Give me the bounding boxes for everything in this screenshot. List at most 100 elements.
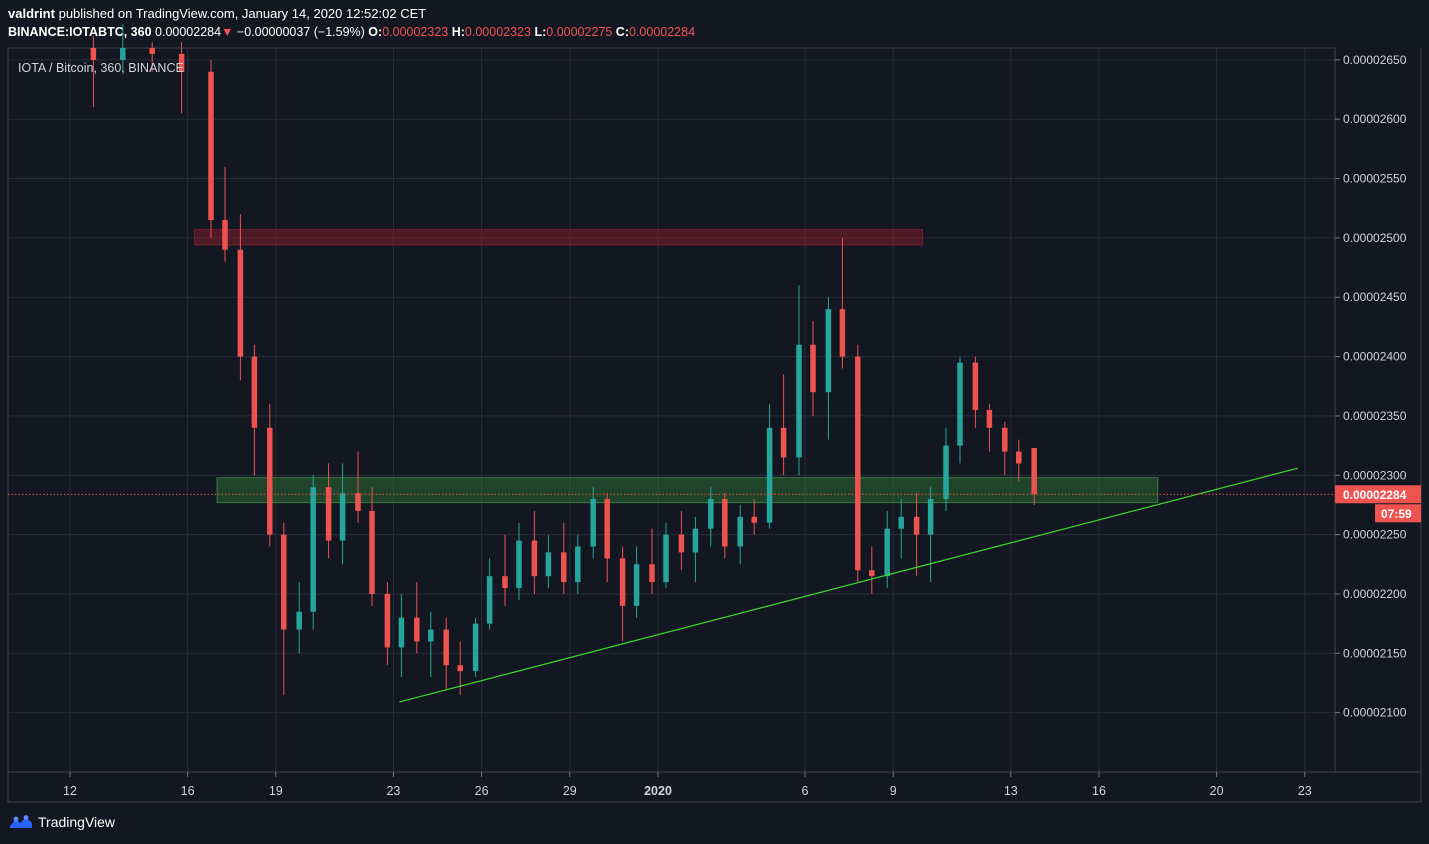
- candle-body: [90, 48, 97, 60]
- candle-body: [339, 493, 346, 541]
- up-candle: [737, 504, 743, 565]
- up-candle: [796, 285, 802, 476]
- up-candle: [943, 427, 949, 511]
- up-candle: [120, 24, 126, 72]
- candle-body: [898, 516, 904, 529]
- up-candle: [590, 487, 596, 559]
- candle-body: [737, 516, 743, 547]
- y-tick-label: 0.00002350: [1343, 409, 1407, 423]
- candle-body: [780, 427, 787, 458]
- candle-body: [545, 552, 552, 577]
- candle-body: [855, 356, 861, 571]
- x-tick-label: 12: [63, 784, 77, 798]
- close-value: 0.00002284: [629, 25, 696, 39]
- x-tick-label: 13: [1004, 784, 1018, 798]
- down-candle: [251, 344, 258, 476]
- chart-title: IOTA / Bitcoin, 360, BINANCE: [18, 61, 184, 75]
- up-candle: [428, 611, 434, 678]
- up-candle: [663, 522, 669, 589]
- candle-body: [384, 593, 391, 648]
- candle-body: [457, 665, 463, 672]
- x-tick-label: 16: [1092, 784, 1106, 798]
- y-tick-label: 0.00002400: [1343, 350, 1407, 364]
- up-candle: [884, 510, 890, 589]
- down-candle: [869, 546, 875, 594]
- candle-body: [869, 570, 875, 577]
- candle-body: [796, 344, 802, 458]
- candle-body: [884, 528, 890, 577]
- candle-body: [751, 516, 757, 523]
- down-candle: [237, 214, 244, 381]
- axes: 0.00002650 0.00002600 0.00002550 0.00002500…: [7, 48, 1422, 803]
- last-price-label: 0.00002284: [1343, 488, 1407, 502]
- candle-body: [1002, 427, 1008, 452]
- up-candle: [545, 534, 552, 589]
- candle-body: [281, 534, 287, 630]
- up-candle: [516, 522, 522, 600]
- candle-body: [443, 629, 449, 666]
- down-candle: [780, 374, 787, 476]
- candle-body: [222, 220, 228, 250]
- candle-body: [428, 629, 434, 642]
- candle-body: [604, 499, 610, 559]
- down-candle: [355, 451, 361, 523]
- candle-body: [839, 309, 846, 357]
- x-tick-label: 23: [1298, 784, 1312, 798]
- down-candle: [1016, 439, 1022, 482]
- down-candle: [855, 344, 861, 583]
- down-candle: [619, 546, 626, 642]
- candle-body: [502, 576, 508, 589]
- up-candle: [766, 404, 773, 529]
- up-candle: [825, 297, 832, 440]
- x-tick-label: 16: [181, 784, 195, 798]
- candle-body: [251, 356, 258, 428]
- down-candle: [913, 493, 920, 577]
- y-tick-label: 0.00002650: [1343, 53, 1407, 67]
- y-tick-label: 0.00002550: [1343, 172, 1407, 186]
- down-candle: [561, 522, 567, 594]
- y-tick-label: 0.00002450: [1343, 290, 1407, 304]
- candle-body: [369, 510, 375, 594]
- down-candle: [531, 510, 538, 594]
- x-tick-label: 23: [386, 784, 400, 798]
- candle-body: [957, 362, 963, 446]
- y-tick-label: 0.00002200: [1343, 587, 1407, 601]
- candle-body: [972, 362, 979, 410]
- candle-body: [414, 617, 420, 642]
- y-tick-label: 0.00002100: [1343, 706, 1407, 720]
- grid: [7, 47, 1336, 773]
- candle-body: [267, 427, 273, 535]
- footer-brand[interactable]: TradingView: [8, 814, 115, 830]
- candle-body: [149, 48, 155, 54]
- down-candle: [267, 404, 273, 547]
- candle-body: [692, 528, 699, 553]
- candle-body: [766, 427, 773, 523]
- up-candle: [296, 582, 302, 654]
- high-value: 0.00002323: [464, 25, 531, 39]
- candle-body: [708, 499, 714, 529]
- candle-body: [927, 499, 934, 535]
- candle-body: [237, 249, 244, 357]
- up-candle: [486, 558, 493, 630]
- candles: [90, 24, 1037, 695]
- up-candle: [708, 487, 714, 547]
- y-tick-label: 0.00002250: [1343, 528, 1407, 542]
- price-change: −0.00000037 (−1.59%): [236, 25, 365, 39]
- candle-body: [649, 564, 655, 583]
- candle-body: [208, 71, 214, 221]
- down-candle: [281, 522, 287, 695]
- candle-body: [1031, 447, 1037, 495]
- candle-body: [619, 558, 626, 606]
- ascending-trendline: [399, 467, 1298, 703]
- down-candle: [149, 42, 155, 72]
- candle-body: [825, 309, 832, 393]
- high-label: H:: [451, 25, 465, 39]
- x-tick-label: 9: [890, 784, 897, 798]
- down-candle: [325, 463, 332, 559]
- up-candle: [692, 516, 699, 583]
- down-candle: [443, 617, 449, 689]
- y-tick-label: 0.00002600: [1343, 112, 1407, 126]
- author-name[interactable]: valdrint: [8, 6, 55, 21]
- zones: [194, 229, 1159, 504]
